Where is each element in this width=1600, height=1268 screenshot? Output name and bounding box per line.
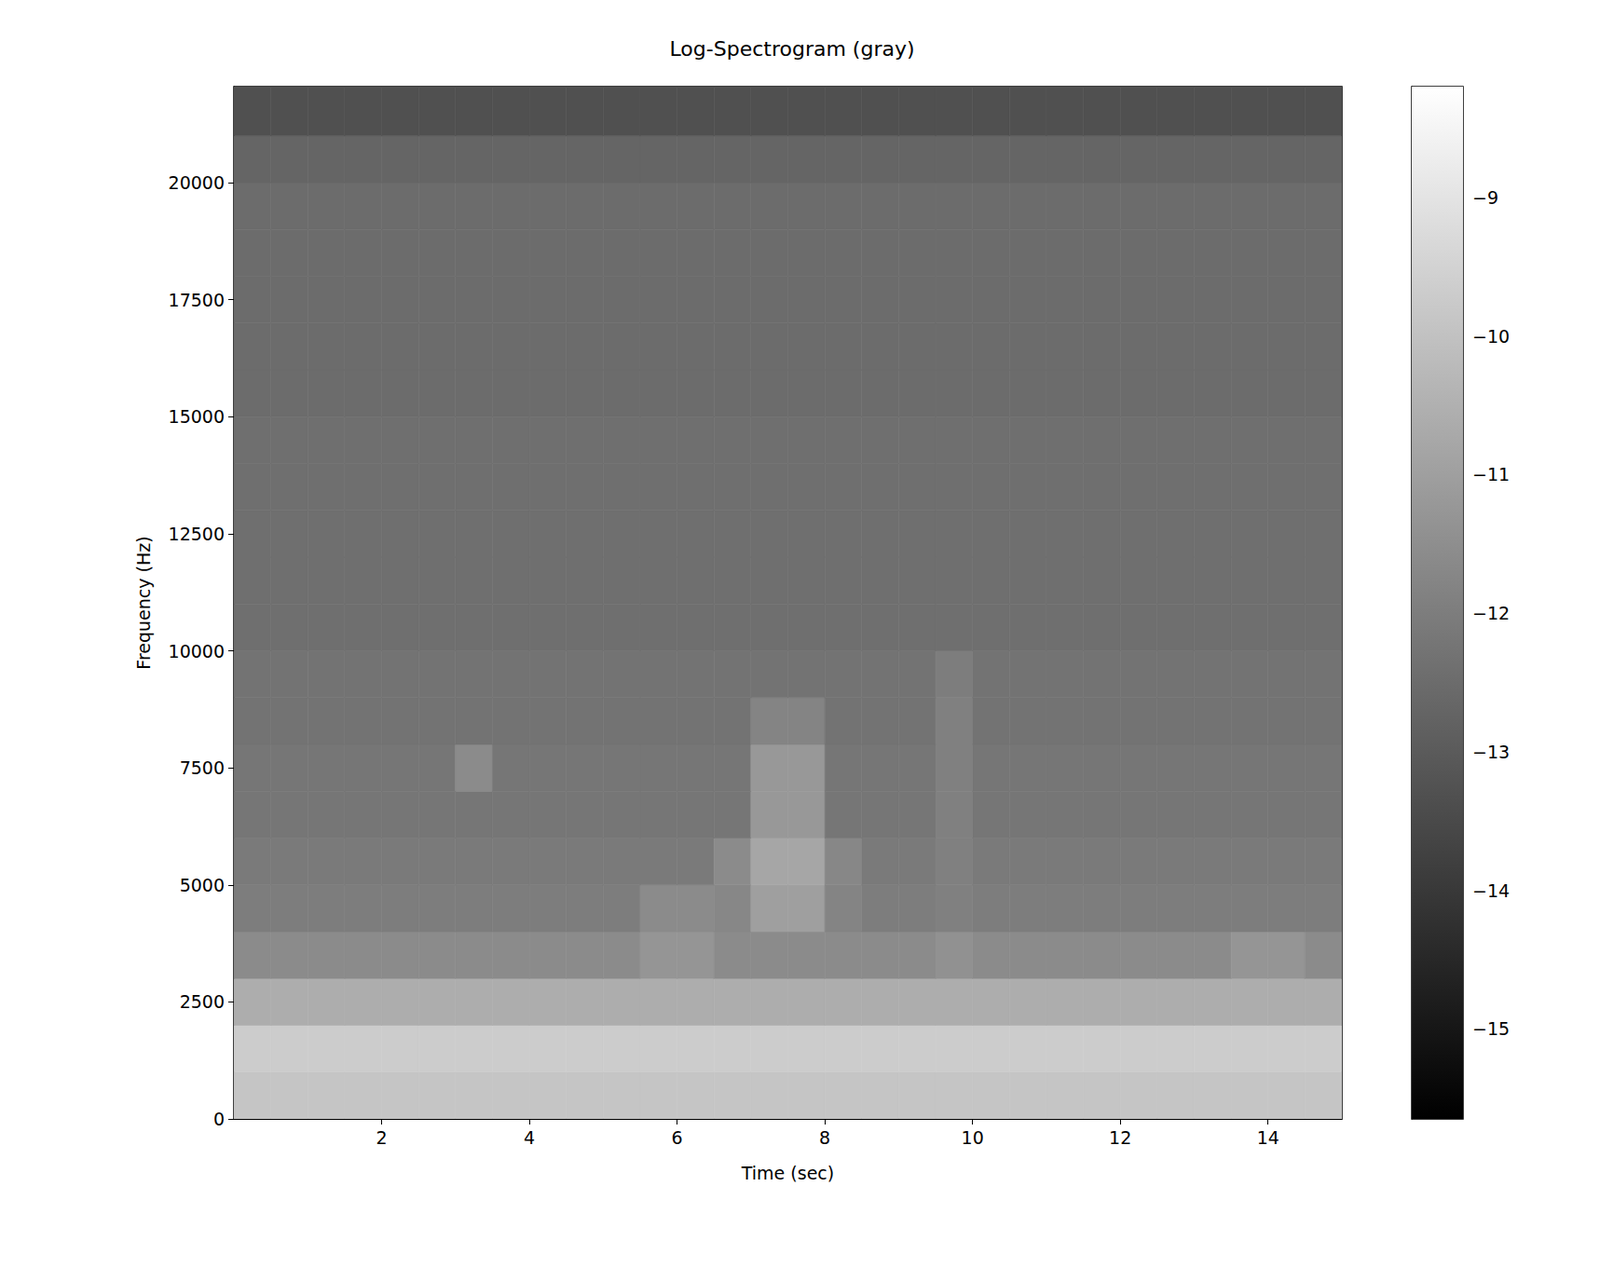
svg-text:Time (sec): Time (sec) — [740, 1162, 835, 1184]
svg-text:6: 6 — [671, 1127, 684, 1149]
svg-text:20000: 20000 — [168, 172, 225, 193]
svg-text:14: 14 — [1257, 1127, 1280, 1149]
svg-text:Log-Spectrogram (gray): Log-Spectrogram (gray) — [669, 37, 915, 61]
svg-text:7500: 7500 — [179, 757, 225, 779]
svg-text:10000: 10000 — [168, 641, 225, 662]
svg-text:5000: 5000 — [179, 875, 225, 896]
svg-text:0: 0 — [213, 1108, 225, 1130]
svg-text:17500: 17500 — [168, 289, 225, 311]
svg-text:2: 2 — [375, 1127, 387, 1149]
svg-text:12: 12 — [1108, 1127, 1132, 1149]
svg-text:15000: 15000 — [168, 406, 225, 427]
svg-text:−15: −15 — [1472, 1018, 1510, 1040]
svg-text:10: 10 — [961, 1127, 985, 1149]
svg-text:2500: 2500 — [179, 991, 225, 1012]
svg-text:8: 8 — [819, 1127, 831, 1149]
svg-text:−11: −11 — [1472, 464, 1510, 485]
svg-text:−9: −9 — [1472, 187, 1499, 208]
svg-text:−12: −12 — [1472, 602, 1510, 624]
svg-text:4: 4 — [523, 1127, 535, 1149]
svg-text:12500: 12500 — [168, 523, 225, 545]
svg-text:−14: −14 — [1472, 880, 1510, 902]
svg-text:−10: −10 — [1472, 326, 1510, 347]
svg-text:Frequency (Hz): Frequency (Hz) — [133, 535, 154, 670]
svg-text:−13: −13 — [1472, 741, 1510, 763]
